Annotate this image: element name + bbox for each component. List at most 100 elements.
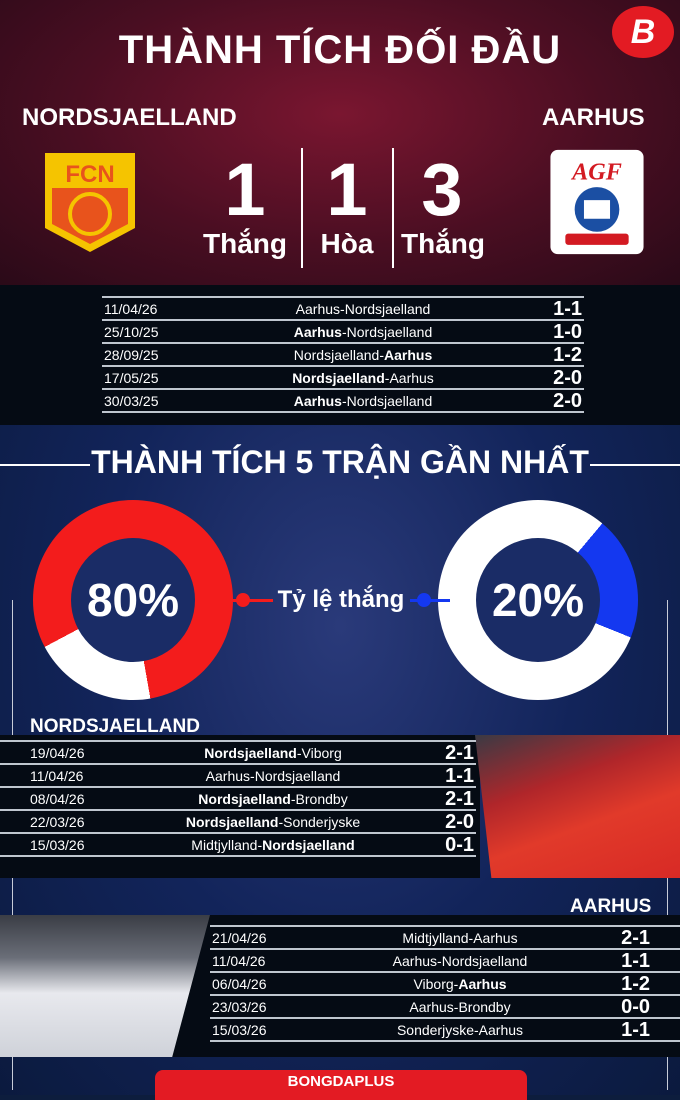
aarhus-logo: AGF <box>550 149 644 255</box>
match-date: 21/04/26 <box>210 925 320 950</box>
away-team: Nordsjaelland <box>346 393 433 409</box>
away-team: Nordsjaelland <box>254 768 341 784</box>
match-score: 2-0 <box>396 810 476 834</box>
away-team: Nordsjaelland <box>262 837 355 853</box>
match-row: 15/03/26 Midtjylland-Nordsjaelland 0-1 <box>0 833 476 857</box>
red-dot-icon <box>236 593 250 607</box>
match-date: 11/04/26 <box>210 949 320 973</box>
home-team: Sonderjyske <box>396 1022 474 1038</box>
away-team: Aarhus <box>478 1022 524 1038</box>
match-date: 15/03/26 <box>210 1018 320 1042</box>
match-row: 22/03/26 Nordsjaelland-Sonderjyske 2-0 <box>0 810 476 834</box>
match-row: 11/04/26 Aarhus-Nordsjaelland 1-1 <box>0 764 476 788</box>
home-form-team: NORDSJAELLAND <box>30 716 200 737</box>
match-teams: Aarhus-Nordsjaelland <box>150 764 396 788</box>
away-win-rate-donut: 20% <box>438 500 638 700</box>
match-date: 11/04/26 <box>102 296 222 321</box>
match-row: 11/04/26 Aarhus-Nordsjaelland 1-1 <box>102 296 584 321</box>
divider <box>0 464 90 466</box>
home-team: Aarhus <box>409 999 454 1015</box>
match-score: 1-1 <box>396 764 476 788</box>
match-score: 1-0 <box>504 320 584 344</box>
home-team: Aarhus <box>205 768 251 784</box>
away-team: Aarhus <box>389 370 434 386</box>
home-form-table: 19/04/26 Nordsjaelland-Viborg 2-1 11/04/26 A… <box>0 740 476 857</box>
match-row: 23/03/26 Aarhus-Brondby 0-0 <box>210 995 680 1019</box>
svg-text:AGF: AGF <box>570 159 622 186</box>
h2h-table: 11/04/26 Aarhus-Nordsjaelland 1-1 25/10/25 A… <box>102 296 584 413</box>
match-teams: Nordsjaelland-Aarhus <box>222 343 504 367</box>
match-teams: Viborg-Aarhus <box>320 972 600 996</box>
match-teams: Nordsjaelland-Sonderjyske <box>150 810 396 834</box>
away-team-name: AARHUS <box>542 104 645 131</box>
home-win-rate-donut: 80% <box>33 500 233 700</box>
home-team: Nordsjaelland <box>292 370 385 386</box>
match-teams: Aarhus-Brondby <box>320 995 600 1019</box>
away-team: Nordsjaelland <box>441 953 528 969</box>
home-team: Aarhus <box>293 393 342 409</box>
match-date: 28/09/25 <box>102 343 222 367</box>
match-score: 0-0 <box>600 995 680 1019</box>
match-teams: Nordsjaelland-Brondby <box>150 787 396 811</box>
match-date: 17/05/25 <box>102 366 222 390</box>
match-row: 17/05/25 Nordsjaelland-Aarhus 2-0 <box>102 366 584 390</box>
footer-brand: BONGDAPLUS <box>155 1070 527 1100</box>
match-score: 2-0 <box>504 389 584 413</box>
nordsjaelland-logo: FCN <box>45 153 135 252</box>
match-date: 22/03/26 <box>0 810 150 834</box>
away-team: Viborg <box>301 745 342 761</box>
draws-count: 1 <box>326 148 368 231</box>
match-score: 1-2 <box>504 343 584 367</box>
match-date: 08/04/26 <box>0 787 150 811</box>
match-date: 15/03/26 <box>0 833 150 857</box>
match-date: 23/03/26 <box>210 995 320 1019</box>
home-team: Aarhus <box>293 324 342 340</box>
home-team: Viborg <box>413 976 454 992</box>
match-teams: Aarhus-Nordsjaelland <box>320 949 600 973</box>
match-score: 1-2 <box>600 972 680 996</box>
away-team: Brondby <box>295 791 348 807</box>
divider <box>301 148 303 268</box>
away-win-rate: 20% <box>476 538 600 662</box>
match-row: 15/03/26 Sonderjyske-Aarhus 1-1 <box>210 1018 680 1042</box>
home-team: Aarhus <box>295 301 341 317</box>
match-row: 19/04/26 Nordsjaelland-Viborg 2-1 <box>0 740 476 765</box>
away-team: Brondby <box>458 999 511 1015</box>
away-team: Nordsjaelland <box>346 324 433 340</box>
match-row: 28/09/25 Nordsjaelland-Aarhus 1-2 <box>102 343 584 367</box>
match-date: 19/04/26 <box>0 740 150 765</box>
form-title: THÀNH TÍCH 5 TRẬN GẦN NHẤT <box>91 444 589 480</box>
logo-text: FCN <box>65 161 114 188</box>
match-row: 25/10/25 Aarhus-Nordsjaelland 1-0 <box>102 320 584 344</box>
match-teams: Nordsjaelland-Aarhus <box>222 366 504 390</box>
match-score: 2-1 <box>396 740 476 765</box>
home-win-rate: 80% <box>71 538 195 662</box>
match-score: 2-1 <box>600 925 680 950</box>
match-score: 1-1 <box>504 296 584 321</box>
match-teams: Midtjylland-Aarhus <box>320 925 600 950</box>
match-date: 11/04/26 <box>0 764 150 788</box>
match-teams: Nordsjaelland-Viborg <box>150 740 396 765</box>
away-team: Aarhus <box>473 930 518 946</box>
match-teams: Midtjylland-Nordsjaelland <box>150 833 396 857</box>
away-team: Nordsjaelland <box>344 301 431 317</box>
home-team-name: NORDSJAELLAND <box>22 104 237 131</box>
home-team: Nordsjaelland <box>293 347 380 363</box>
away-form-team: AARHUS <box>570 896 652 917</box>
home-team: Midtjylland <box>402 930 469 946</box>
brand-logo: B <box>612 6 674 58</box>
match-date: 30/03/25 <box>102 389 222 413</box>
match-teams: Sonderjyske-Aarhus <box>320 1018 600 1042</box>
match-row: 08/04/26 Nordsjaelland-Brondby 2-1 <box>0 787 476 811</box>
match-row: 21/04/26 Midtjylland-Aarhus 2-1 <box>210 925 680 950</box>
match-score: 2-0 <box>504 366 584 390</box>
match-row: 11/04/26 Aarhus-Nordsjaelland 1-1 <box>210 949 680 973</box>
match-score: 1-1 <box>600 1018 680 1042</box>
blue-dot-icon <box>417 593 431 607</box>
match-date: 25/10/25 <box>102 320 222 344</box>
match-score: 2-1 <box>396 787 476 811</box>
home-team: Nordsjaelland <box>204 745 297 761</box>
win-rate-label: Tỷ lệ thắng <box>277 586 405 613</box>
home-wins-count: 1 <box>224 148 266 231</box>
draws-label: Hòa <box>320 228 374 259</box>
